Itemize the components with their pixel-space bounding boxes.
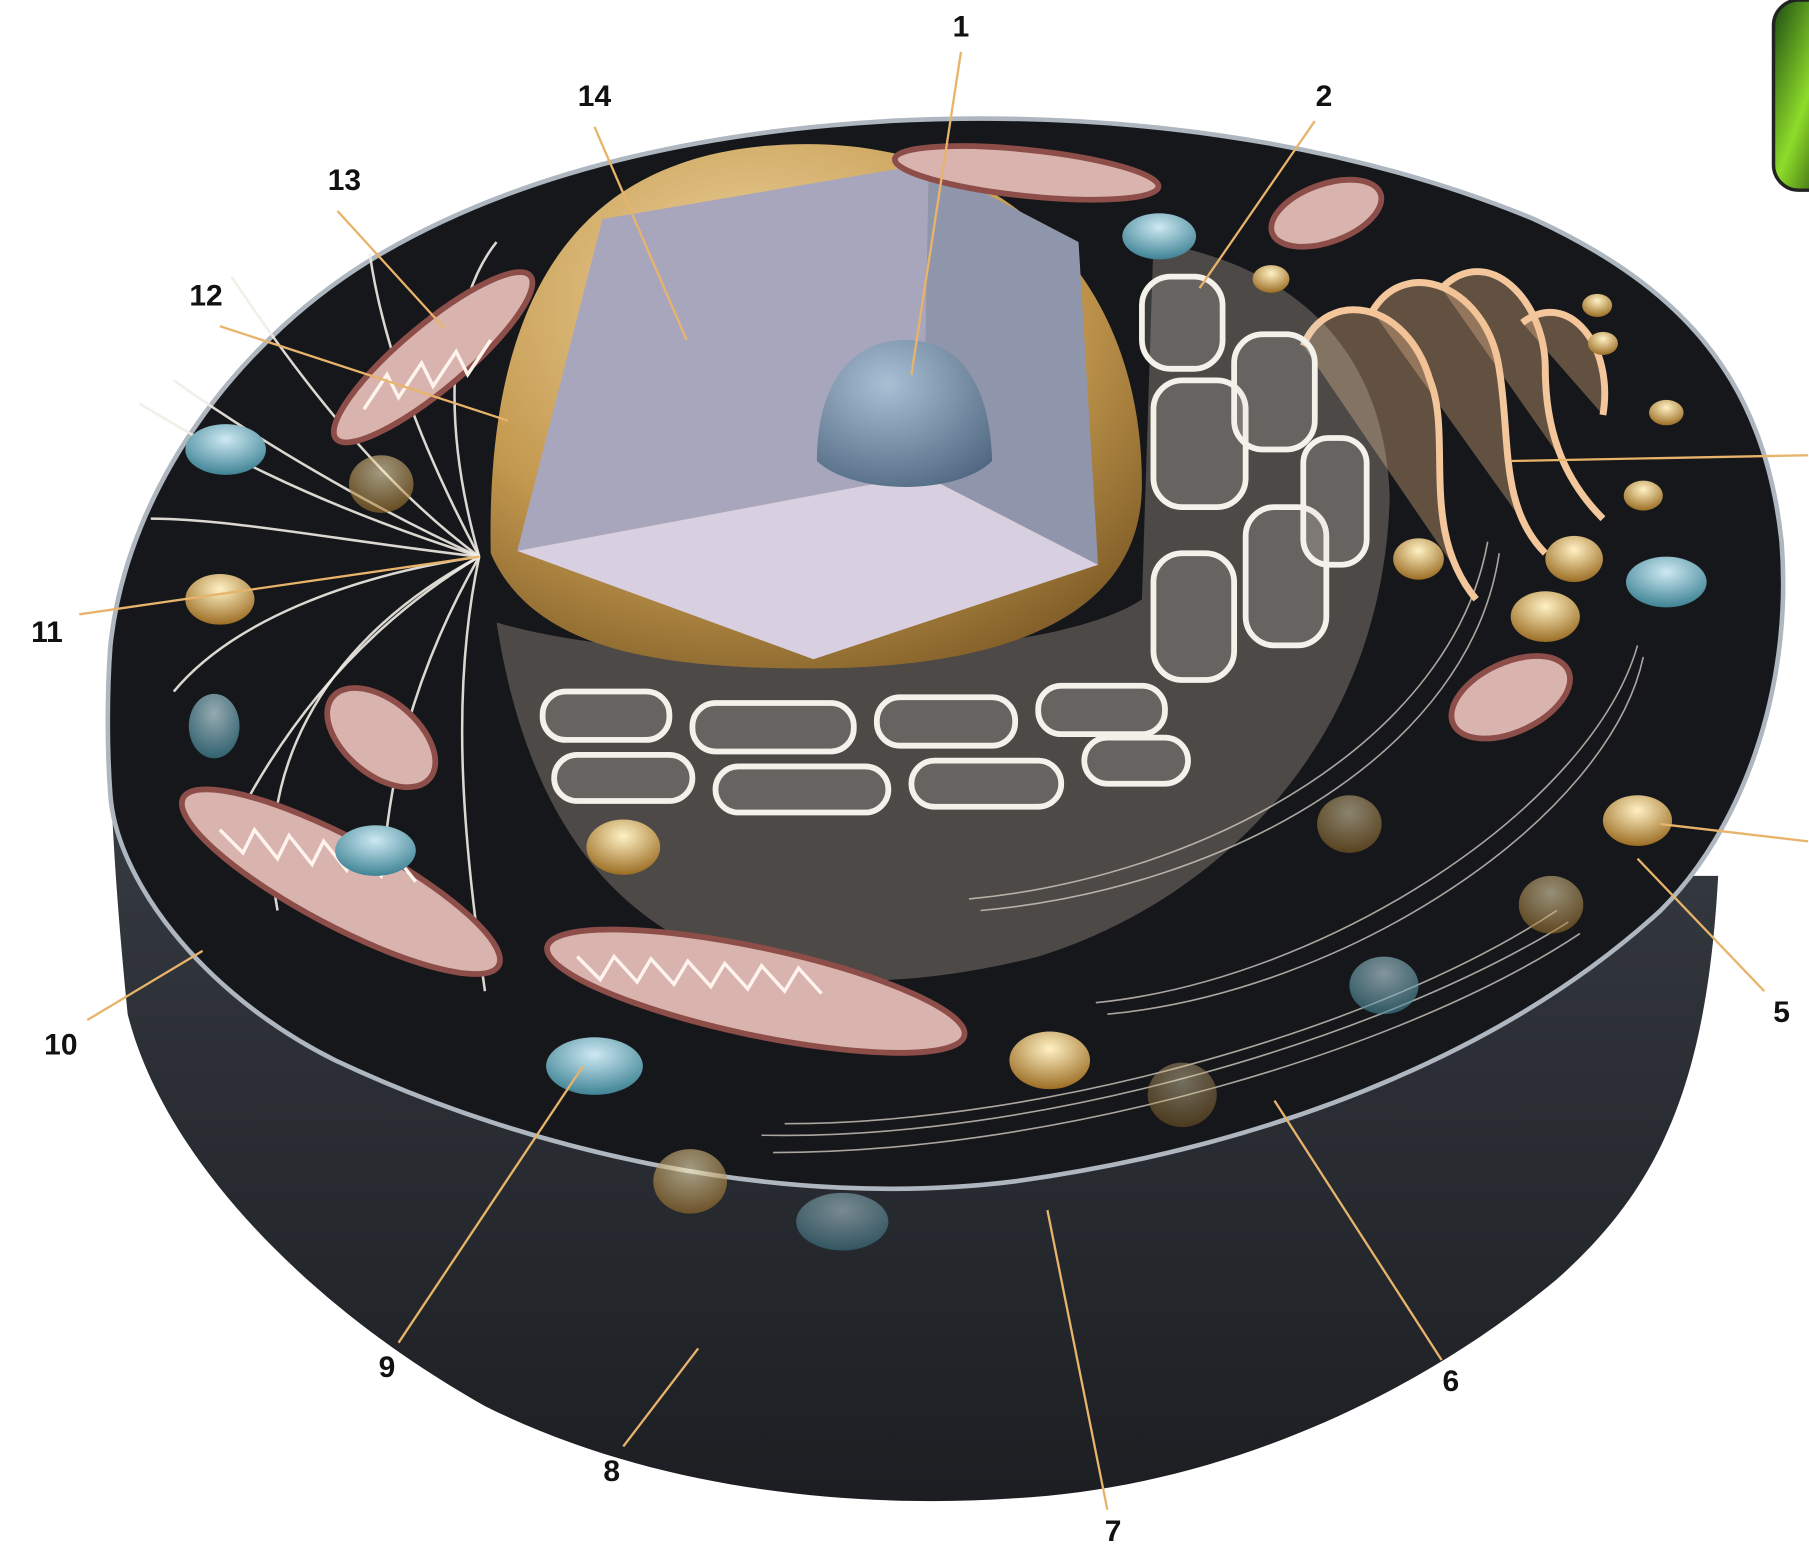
part-number: 7 (1105, 1515, 1122, 1548)
endoplasmic-reticulum (496, 242, 1390, 981)
leader-line (219, 325, 509, 422)
mitochondria (178, 143, 1573, 1056)
nucleus (490, 144, 1142, 669)
part-number: 10 (44, 1028, 77, 1061)
leader-line (397, 1065, 584, 1344)
part-number: 11 (31, 616, 63, 649)
leader-line (79, 555, 480, 616)
leader-line (593, 126, 688, 341)
part-number: 6 (1442, 1365, 1459, 1398)
leader-line (910, 51, 963, 375)
vesicles (185, 213, 1707, 1251)
leader-line (1273, 1100, 1443, 1361)
part-number: 2 (1316, 80, 1333, 113)
leader-line (86, 949, 204, 1021)
part-number: 13 (328, 164, 361, 197)
cut-off-leaders (1510, 454, 1809, 843)
leader-line (1636, 857, 1766, 992)
thumbnail (1771, 0, 1809, 192)
labels: 1 14 2 13 12 11 10 9 8 7 6 5 (31, 11, 1790, 1548)
microtubules (761, 541, 1645, 1154)
leader-line (622, 1347, 700, 1448)
leader-line (1046, 1209, 1109, 1511)
leader-line (336, 210, 446, 330)
part-number: 9 (379, 1351, 396, 1384)
part-number: 8 (603, 1455, 620, 1488)
part-number: 5 (1773, 996, 1790, 1029)
part-number: 12 (189, 279, 222, 312)
illustration (105, 0, 1809, 1502)
part-number: 1 (953, 11, 970, 44)
leader-line (1198, 120, 1316, 289)
part-number: 14 (578, 80, 612, 113)
golgi (1300, 268, 1609, 602)
membrane-side (109, 645, 1719, 1502)
